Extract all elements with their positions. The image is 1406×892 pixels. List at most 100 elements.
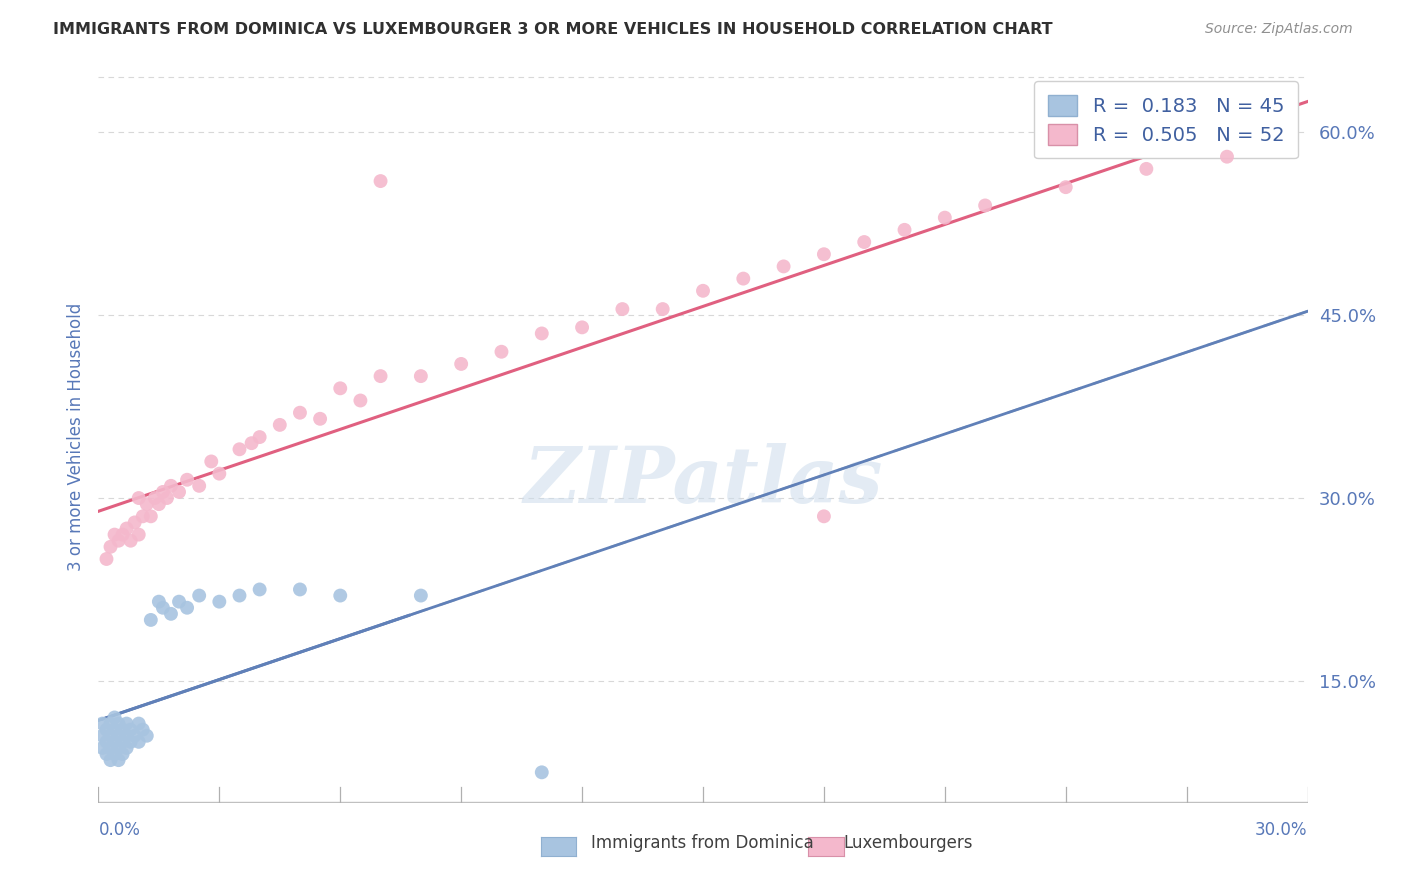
Text: Immigrants from Dominica: Immigrants from Dominica (591, 834, 813, 852)
Point (1216, 150, 1239, 164)
Point (692, 284, 714, 298)
Point (160, 607, 183, 621)
Point (107, 716, 129, 731)
Point (128, 716, 150, 731)
Point (111, 723, 134, 737)
Point (309, 412, 332, 426)
Point (103, 747, 125, 761)
Point (288, 406, 311, 420)
Point (530, 765, 553, 780)
Point (96, 723, 118, 737)
Point (100, 729, 122, 743)
Point (115, 521, 138, 535)
Point (370, 174, 392, 188)
Point (1135, 161, 1157, 176)
Point (103, 735, 125, 749)
Point (152, 600, 174, 615)
Point (124, 729, 146, 743)
Text: ZIPatlas: ZIPatlas (523, 442, 883, 519)
Point (409, 369, 432, 384)
Legend: R =  0.183   N = 45, R =  0.505   N = 52: R = 0.183 N = 45, R = 0.505 N = 52 (1035, 81, 1298, 159)
Point (96, 552, 118, 566)
Point (100, 740, 122, 755)
Point (249, 582, 271, 597)
Point (103, 710, 125, 724)
Point (107, 729, 129, 743)
Point (107, 740, 129, 755)
Point (111, 527, 134, 541)
Point (571, 320, 593, 334)
Point (188, 479, 211, 493)
Point (107, 533, 129, 548)
Point (530, 326, 553, 341)
Point (491, 344, 513, 359)
Point (893, 223, 915, 237)
Point (115, 716, 138, 731)
Point (813, 247, 835, 261)
Point (135, 729, 157, 743)
Point (139, 613, 162, 627)
Point (208, 467, 231, 481)
Point (100, 753, 122, 767)
Point (91, 740, 114, 755)
Point (115, 740, 138, 755)
Point (200, 454, 222, 468)
Text: Source: ZipAtlas.com: Source: ZipAtlas.com (1205, 22, 1353, 37)
Y-axis label: 3 or more Vehicles in Household: 3 or more Vehicles in Household (66, 303, 84, 571)
Point (91, 716, 114, 731)
Point (128, 491, 150, 505)
Point (176, 600, 198, 615)
Point (329, 381, 352, 395)
Point (128, 735, 150, 749)
Point (91, 729, 114, 743)
Point (1054, 180, 1077, 194)
Point (813, 509, 835, 524)
Point (853, 235, 876, 249)
Point (111, 747, 134, 761)
Point (132, 723, 155, 737)
Point (120, 735, 142, 749)
Point (651, 301, 673, 316)
Point (96, 735, 118, 749)
Text: 30.0%: 30.0% (1256, 821, 1308, 839)
Text: Luxembourgers: Luxembourgers (844, 834, 973, 852)
Point (208, 594, 231, 608)
Point (128, 527, 150, 541)
Point (120, 723, 142, 737)
Point (160, 479, 183, 493)
Point (148, 497, 170, 511)
Point (111, 735, 134, 749)
Point (249, 430, 271, 444)
Point (934, 211, 956, 225)
Point (409, 589, 432, 603)
Point (96, 747, 118, 761)
Point (370, 369, 392, 384)
Point (100, 716, 122, 731)
Point (124, 516, 146, 530)
Point (103, 723, 125, 737)
Point (132, 509, 155, 524)
Text: IMMIGRANTS FROM DOMINICA VS LUXEMBOURGER 3 OR MORE VEHICLES IN HOUSEHOLD CORRELA: IMMIGRANTS FROM DOMINICA VS LUXEMBOURGER… (53, 22, 1053, 37)
Point (167, 594, 190, 608)
Point (148, 594, 170, 608)
Point (733, 271, 755, 285)
Point (329, 589, 352, 603)
Point (100, 540, 122, 554)
Point (188, 589, 211, 603)
Point (152, 485, 174, 500)
Point (450, 357, 472, 371)
Point (228, 442, 250, 457)
Point (115, 729, 138, 743)
Point (167, 485, 190, 500)
Point (772, 260, 794, 274)
Point (974, 198, 997, 212)
Point (240, 436, 263, 450)
Point (143, 491, 166, 505)
Point (120, 533, 142, 548)
Point (135, 497, 157, 511)
Point (612, 301, 634, 316)
Point (349, 393, 371, 408)
Point (269, 417, 291, 432)
Point (139, 509, 162, 524)
Point (156, 491, 179, 505)
